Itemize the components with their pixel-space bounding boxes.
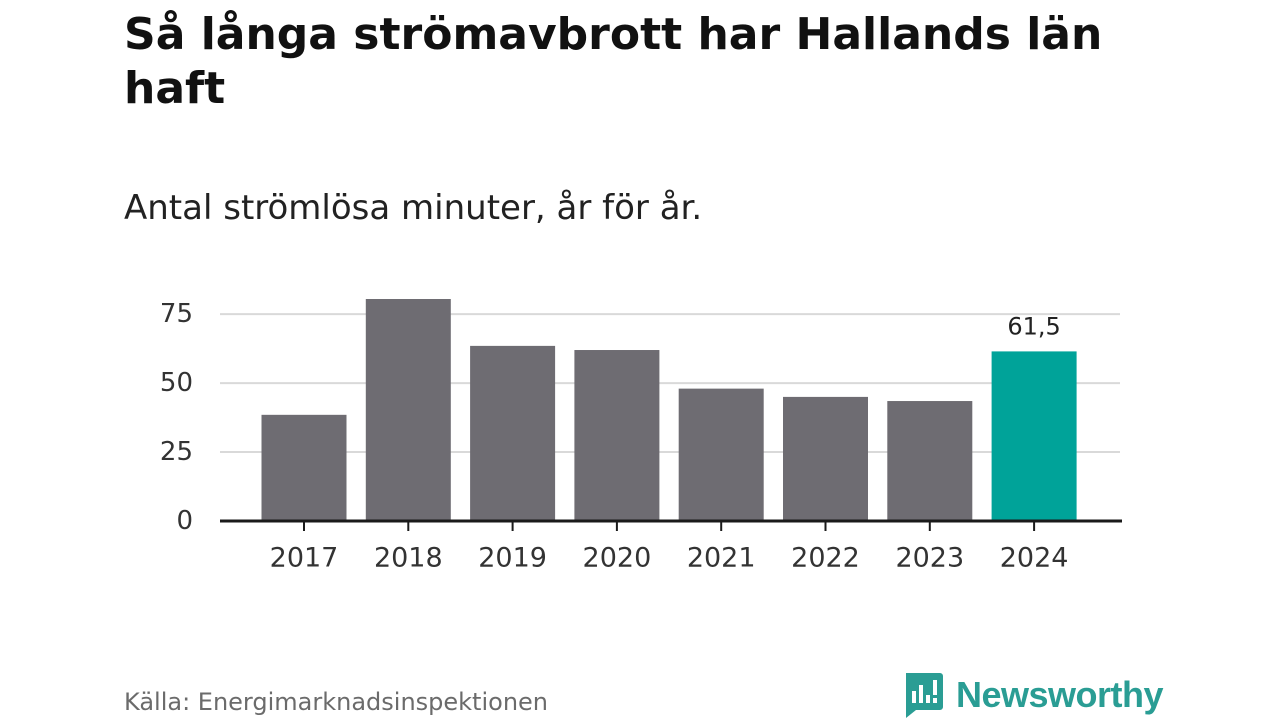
- bar: [470, 345, 556, 521]
- x-tick-label: 2023: [895, 543, 964, 574]
- bar: [261, 414, 347, 521]
- x-tick-label: 2022: [791, 543, 860, 574]
- bar: [365, 299, 451, 521]
- y-tick-label: 50: [160, 368, 193, 398]
- bar: [783, 396, 868, 521]
- newsworthy-logo: Newsworthy: [902, 671, 1164, 719]
- y-tick-label: 75: [160, 299, 193, 329]
- x-tick-label: 2018: [374, 543, 443, 574]
- x-tick-label: 2017: [270, 543, 339, 574]
- chart-title: Så långa strömavbrott har Hallands län h…: [124, 9, 1103, 114]
- bar: [991, 351, 1077, 521]
- x-tick-label: 2021: [687, 543, 756, 574]
- y-tick-label: 25: [160, 437, 193, 467]
- brand-name: Newsworthy: [956, 674, 1164, 715]
- bar: [678, 388, 764, 521]
- data-label: 61,5: [1007, 312, 1060, 340]
- x-tick-label: 2020: [583, 543, 652, 574]
- source-note: Källa: Energimarknadsinspektionen: [124, 688, 549, 716]
- bar-chart: 0 25 50 75 2017 2018 2019 2020 2021 2022 2023 2024 6…: [160, 299, 1122, 574]
- bar: [887, 401, 973, 521]
- bar: [574, 350, 660, 521]
- x-tick-label: 2024: [1000, 543, 1069, 574]
- newsworthy-logo-icon: [906, 673, 943, 718]
- y-tick-label: 0: [176, 506, 193, 536]
- x-tick-label: 2019: [478, 543, 547, 574]
- chart-subtitle: Antal strömlösa minuter, år för år.: [124, 188, 703, 228]
